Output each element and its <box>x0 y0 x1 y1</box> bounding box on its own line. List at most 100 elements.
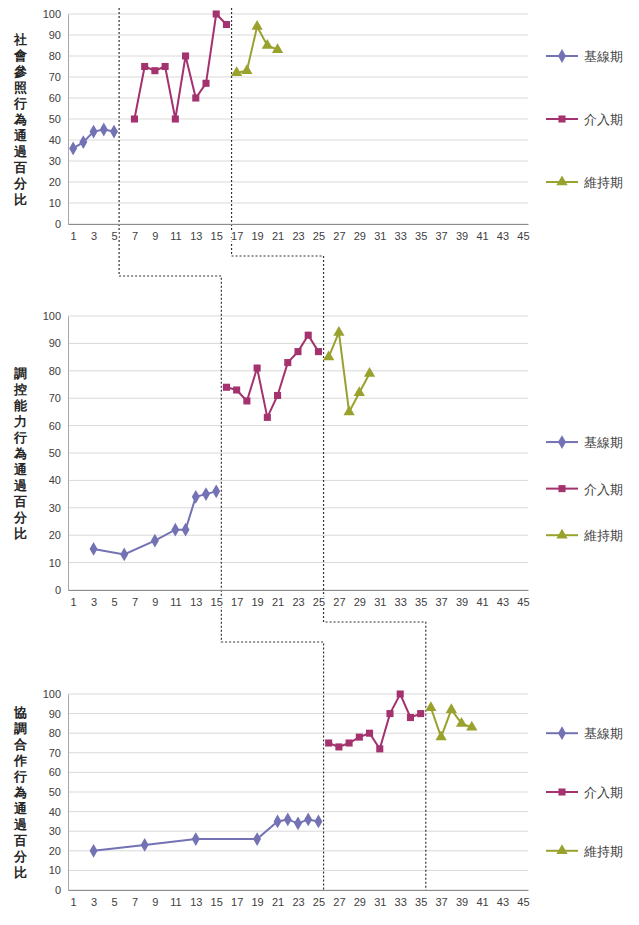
grid-line <box>68 480 528 481</box>
data-point <box>274 814 282 828</box>
x-axis: 1357911131517192123252729313335373941434… <box>69 224 530 242</box>
x-tick-label: 5 <box>111 230 117 242</box>
data-point <box>364 367 375 377</box>
data-point <box>435 731 446 741</box>
x-tick-label: 15 <box>211 896 223 908</box>
x-tick-label: 1 <box>71 230 77 242</box>
legend: 基線期介入期維持期 <box>546 49 623 190</box>
data-point <box>417 710 424 717</box>
legend-label: 維持期 <box>583 175 623 190</box>
x-axis-line <box>69 224 529 225</box>
grid <box>68 694 528 890</box>
x-tick-label: 41 <box>476 230 488 242</box>
data-point <box>120 547 128 561</box>
y-tick: 40 <box>49 806 68 818</box>
data-point <box>69 141 77 155</box>
data-point <box>346 739 353 746</box>
x-tick-label: 33 <box>395 230 407 242</box>
x-tick-label: 21 <box>272 230 284 242</box>
y-tick-label: 20 <box>49 845 61 857</box>
y-axis-title: 調控能力行為通過百分比 <box>13 366 28 541</box>
x-tick: 45 <box>517 890 529 908</box>
y-tick-label: 50 <box>49 786 61 798</box>
data-point <box>323 351 334 361</box>
x-tick: 17 <box>231 590 243 608</box>
data-point <box>182 523 190 537</box>
x-tick: 33 <box>395 224 407 242</box>
data-point <box>466 721 477 731</box>
x-tick: 39 <box>456 590 468 608</box>
grid-line <box>68 56 528 57</box>
data-point <box>366 730 373 737</box>
x-tick: 41 <box>476 224 488 242</box>
y-tick-label: 80 <box>49 365 61 377</box>
y-tick: 0 <box>55 218 68 230</box>
y-tick: 0 <box>55 584 68 596</box>
y-tick: 30 <box>49 155 68 167</box>
legend-marker <box>558 726 566 740</box>
y-tick-label: 90 <box>49 337 61 349</box>
x-tick-label: 33 <box>395 896 407 908</box>
x-tick: 9 <box>152 590 158 608</box>
x-tick: 39 <box>456 890 468 908</box>
data-point <box>456 717 467 727</box>
legend-label: 基線期 <box>584 49 623 64</box>
legend-marker <box>558 435 566 449</box>
y-tick: 60 <box>49 766 68 778</box>
data-point <box>110 125 118 139</box>
x-tick-label: 41 <box>476 596 488 608</box>
y-axis: 0102030405060708090100 <box>43 310 69 596</box>
y-tick-label: 0 <box>55 884 61 896</box>
y-tick-label: 70 <box>49 71 61 83</box>
y-axis-line <box>68 317 69 591</box>
x-tick-label: 7 <box>132 596 138 608</box>
x-tick-label: 11 <box>170 896 181 908</box>
y-tick-label: 90 <box>49 708 61 720</box>
y-tick-label: 10 <box>49 864 61 876</box>
data-point <box>151 534 159 548</box>
y-tick-label: 100 <box>43 310 61 322</box>
grid-line <box>68 772 528 773</box>
x-tick: 21 <box>272 590 284 608</box>
x-tick-label: 17 <box>231 230 243 242</box>
x-tick-label: 43 <box>497 230 509 242</box>
x-tick: 9 <box>152 224 158 242</box>
y-tick: 60 <box>49 420 68 432</box>
x-tick-label: 11 <box>170 230 181 242</box>
legend-label: 維持期 <box>583 528 623 543</box>
x-tick: 9 <box>152 890 158 908</box>
phase-change-line <box>119 8 323 890</box>
x-tick: 3 <box>91 224 97 242</box>
x-tick: 11 <box>170 224 181 242</box>
y-tick: 100 <box>43 688 68 700</box>
x-tick: 1 <box>71 890 77 908</box>
legend: 基線期介入期維持期 <box>546 435 623 543</box>
grid-line <box>68 316 528 317</box>
data-point <box>223 384 230 391</box>
data-point <box>356 734 363 741</box>
x-tick-label: 1 <box>71 596 77 608</box>
data-point <box>90 542 98 556</box>
x-tick: 35 <box>415 890 427 908</box>
x-tick-label: 39 <box>456 230 468 242</box>
x-tick-label: 31 <box>374 896 386 908</box>
data-point <box>343 405 354 415</box>
x-tick: 1 <box>71 590 77 608</box>
series-line <box>134 14 226 119</box>
data-point <box>294 348 301 355</box>
grid-line <box>68 425 528 426</box>
y-axis-title: 社會參照行為通過百分比 <box>13 32 28 207</box>
x-axis-line <box>69 590 529 591</box>
x-tick-label: 1 <box>71 896 77 908</box>
x-tick-label: 43 <box>497 896 509 908</box>
y-tick: 70 <box>49 71 68 83</box>
y-tick-label: 30 <box>49 825 61 837</box>
y-tick: 10 <box>49 197 68 209</box>
x-tick: 23 <box>292 224 304 242</box>
grid-line <box>68 713 528 714</box>
y-tick: 0 <box>55 884 68 896</box>
y-tick: 40 <box>49 134 68 146</box>
legend-marker <box>556 844 567 854</box>
data-point <box>141 63 148 70</box>
x-tick-label: 19 <box>251 596 263 608</box>
